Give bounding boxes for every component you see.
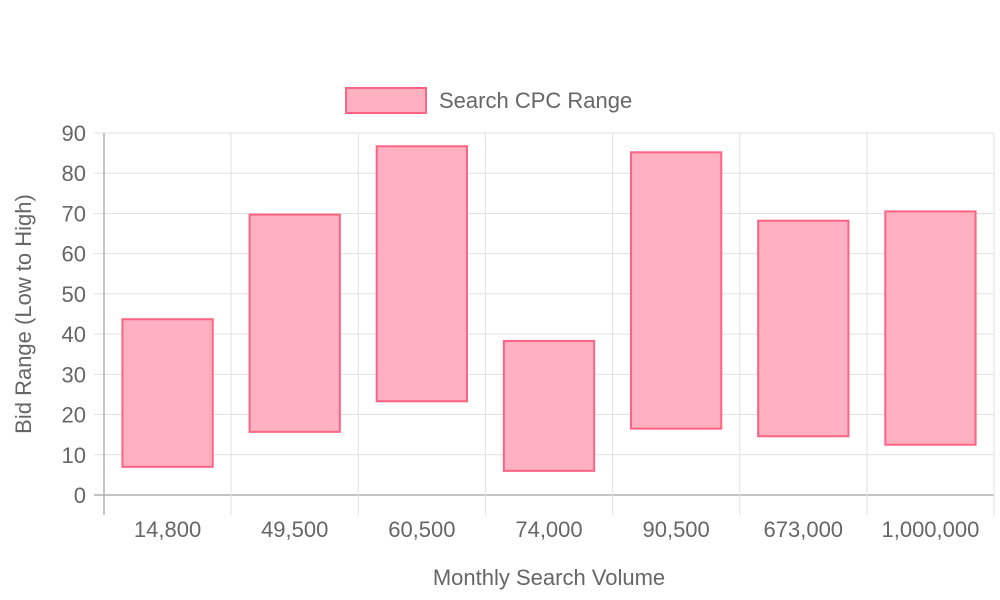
y-tick-label: 10 [62,443,86,468]
y-tick-label: 80 [62,161,86,186]
legend[interactable]: Search CPC Range [345,87,632,114]
bar-673000[interactable] [757,219,850,438]
bar-74000[interactable] [502,339,596,472]
y-tick-label: 20 [62,403,86,428]
y-tick-label: 60 [62,242,86,267]
bar-60500[interactable] [375,145,468,403]
y-tick-label: 50 [62,282,86,307]
y-tick-label: 90 [62,121,86,146]
bars [121,145,977,472]
y-tick-label: 40 [62,322,86,347]
x-tick-label: 14,800 [134,517,201,542]
bar-90500[interactable] [630,151,723,430]
x-tick-label: 60,500 [388,517,455,542]
x-axis-title: Monthly Search Volume [433,565,665,590]
x-tick-label: 74,000 [515,517,582,542]
y-tick-label: 0 [74,483,86,508]
grid [94,132,995,515]
y-tick-label: 30 [62,362,86,387]
x-tick-label: 90,500 [642,517,709,542]
bar-49500[interactable] [248,213,341,433]
bar-14800[interactable] [121,318,214,468]
bar-1000000[interactable] [884,210,977,446]
x-tick-label: 1,000,000 [881,517,979,542]
x-tick-label: 673,000 [764,517,844,542]
y-axis-title: Bid Range (Low to High) [11,194,36,434]
x-axis-ticks: 14,800 49,500 60,500 74,000 90,500 673,000 1,0… [134,517,979,542]
y-axis-ticks: 0 10 20 30 40 50 60 70 80 90 [62,121,86,508]
legend-swatch [345,87,427,114]
legend-label: Search CPC Range [439,88,632,113]
x-tick-label: 49,500 [261,517,328,542]
y-tick-label: 70 [62,201,86,226]
